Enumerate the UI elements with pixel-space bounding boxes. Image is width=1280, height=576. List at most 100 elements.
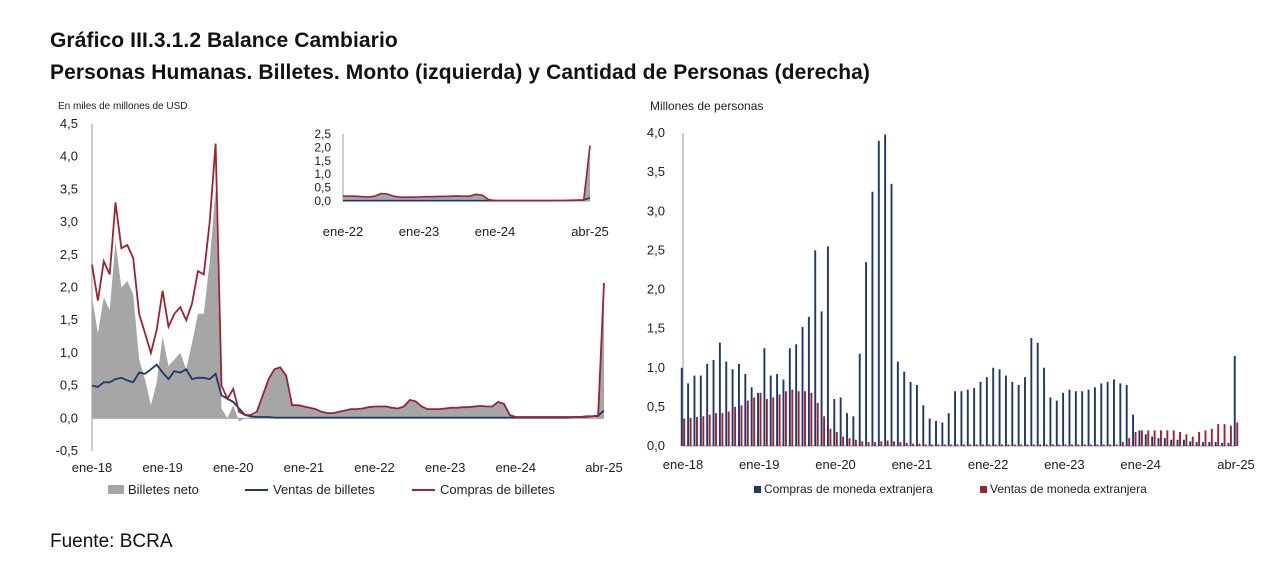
bar-compras-moneda xyxy=(941,422,944,446)
bar-compras-moneda xyxy=(1011,381,1014,446)
right-y-tick-label: 0,5 xyxy=(647,399,665,414)
right-axes: 0,0 0,5 1,0 1,5 2,0 2,5 3,0 3,5 4,0 ene-18 ene-19 e… xyxy=(647,125,1255,472)
bar-ventas-moneda xyxy=(893,441,895,446)
right-y-tick-label: 3,0 xyxy=(647,203,665,218)
inset-x-tick-label: ene-22 xyxy=(323,224,363,239)
inset-y-tick-label: 1,5 xyxy=(314,154,331,168)
bar-compras-moneda xyxy=(858,353,861,446)
bar-ventas-moneda xyxy=(727,411,730,446)
bar-ventas-moneda xyxy=(937,444,940,446)
bar-compras-moneda xyxy=(801,327,804,446)
right-x-tick-label: abr-25 xyxy=(1217,457,1255,472)
left-y-tick-label: 0,0 xyxy=(60,410,78,425)
bar-compras-moneda xyxy=(947,413,950,446)
bar-ventas-moneda xyxy=(924,444,927,446)
left-x-tick-label: ene-19 xyxy=(142,460,182,475)
bar-compras-moneda xyxy=(1087,389,1090,446)
bar-compras-moneda xyxy=(788,348,791,446)
inset-x-tick-label: abr-25 xyxy=(571,224,609,239)
inset-y-tick-label: 2,0 xyxy=(314,140,331,154)
bar-ventas-moneda xyxy=(982,444,984,446)
bar-compras-moneda xyxy=(973,388,976,446)
bar-ventas-moneda xyxy=(1090,444,1093,446)
right-x-tick-label: ene-22 xyxy=(968,457,1008,472)
bar-compras-moneda xyxy=(1043,367,1046,446)
bar-ventas-moneda xyxy=(994,444,997,446)
bar-ventas-moneda xyxy=(772,397,775,446)
bar-ventas-moneda xyxy=(1179,431,1181,446)
bar-ventas-moneda xyxy=(797,391,800,446)
bar-compras-moneda xyxy=(833,399,836,446)
right-legend: Compras de moneda extranjera Ventas de m… xyxy=(754,482,1147,496)
bar-ventas-moneda xyxy=(899,442,902,446)
left-chart: En miles de millones de USD -0,50,00,51,… xyxy=(56,101,623,497)
bar-compras-moneda xyxy=(763,348,766,446)
bar-ventas-moneda xyxy=(1032,444,1035,446)
right-x-tick-label: ene-20 xyxy=(815,457,855,472)
left-x-tick-label: ene-23 xyxy=(425,460,465,475)
bar-compras-moneda xyxy=(807,316,810,446)
bar-compras-moneda xyxy=(1062,392,1065,446)
bar-ventas-moneda xyxy=(1217,424,1220,446)
bar-ventas-moneda xyxy=(708,414,711,446)
bar-ventas-moneda xyxy=(842,436,845,446)
bar-ventas-moneda xyxy=(950,444,953,446)
bar-ventas-moneda xyxy=(1109,444,1112,446)
legend-label-compras: Compras de billetes xyxy=(440,482,555,497)
inset-y-tick-label: 2,5 xyxy=(314,127,331,141)
bar-compras-moneda xyxy=(979,381,982,446)
bar-compras-moneda xyxy=(909,381,912,446)
bar-ventas-moneda xyxy=(778,394,781,446)
inset-x-tick-label: ene-23 xyxy=(399,224,439,239)
left-y-tick-label: 3,0 xyxy=(60,214,78,229)
bar-ventas-moneda xyxy=(1020,444,1023,446)
right-y-tick-label: 3,5 xyxy=(647,164,665,179)
right-x-tick-label: ene-24 xyxy=(1120,457,1160,472)
bar-ventas-moneda xyxy=(804,391,806,446)
right-x-tick-label: ene-19 xyxy=(739,457,779,472)
bar-ventas-moneda xyxy=(1204,430,1207,446)
bar-compras-moneda xyxy=(1195,442,1198,446)
bar-ventas-moneda xyxy=(715,413,717,446)
bar-compras-moneda xyxy=(1202,442,1204,446)
legend-swatch-compras-moneda xyxy=(754,486,761,493)
bar-ventas-moneda xyxy=(1045,444,1048,446)
bar-ventas-moneda xyxy=(943,444,946,446)
left-x-tick-label: ene-24 xyxy=(495,460,535,475)
bar-compras-moneda xyxy=(680,367,683,446)
bar-compras-moneda xyxy=(1208,442,1211,446)
bar-ventas-moneda xyxy=(721,413,724,446)
bar-compras-moneda xyxy=(814,250,817,447)
bar-ventas-moneda xyxy=(969,444,972,446)
bar-compras-moneda xyxy=(693,375,696,446)
left-y-tick-label: 1,5 xyxy=(60,312,78,327)
bar-ventas-moneda xyxy=(759,392,762,446)
left-x-tick-label: ene-21 xyxy=(284,460,324,475)
bar-ventas-moneda xyxy=(702,416,705,446)
bar-ventas-moneda xyxy=(823,416,826,446)
bar-compras-moneda xyxy=(1068,389,1071,446)
bar-ventas-moneda xyxy=(886,440,889,446)
bar-compras-moneda xyxy=(712,359,715,446)
bar-ventas-moneda xyxy=(1153,430,1156,446)
bar-compras-moneda xyxy=(1170,439,1173,446)
bar-compras-moneda xyxy=(1233,356,1236,446)
left-y-tick-label: -0,5 xyxy=(56,443,78,458)
bar-compras-moneda xyxy=(884,134,887,446)
legend-label-ventas: Ventas de billetes xyxy=(273,482,375,497)
bar-compras-moneda xyxy=(1132,414,1134,446)
bar-ventas-moneda xyxy=(848,438,851,446)
bar-ventas-moneda xyxy=(1147,430,1150,446)
bar-ventas-moneda xyxy=(1191,436,1194,446)
bar-compras-moneda xyxy=(1119,383,1122,446)
left-y-unit-label: En miles de millones de USD xyxy=(58,101,188,112)
bar-ventas-moneda xyxy=(918,443,921,446)
right-y-tick-label: 0,0 xyxy=(647,438,665,453)
legend-label-billetes-neto: Billetes neto xyxy=(128,482,199,497)
right-y-tick-label: 1,0 xyxy=(647,360,665,375)
bar-ventas-moneda xyxy=(746,400,749,446)
bar-compras-moneda xyxy=(903,371,906,446)
bar-ventas-moneda xyxy=(956,444,959,446)
bar-ventas-moneda xyxy=(1026,444,1029,446)
bar-ventas-moneda xyxy=(1077,444,1080,446)
